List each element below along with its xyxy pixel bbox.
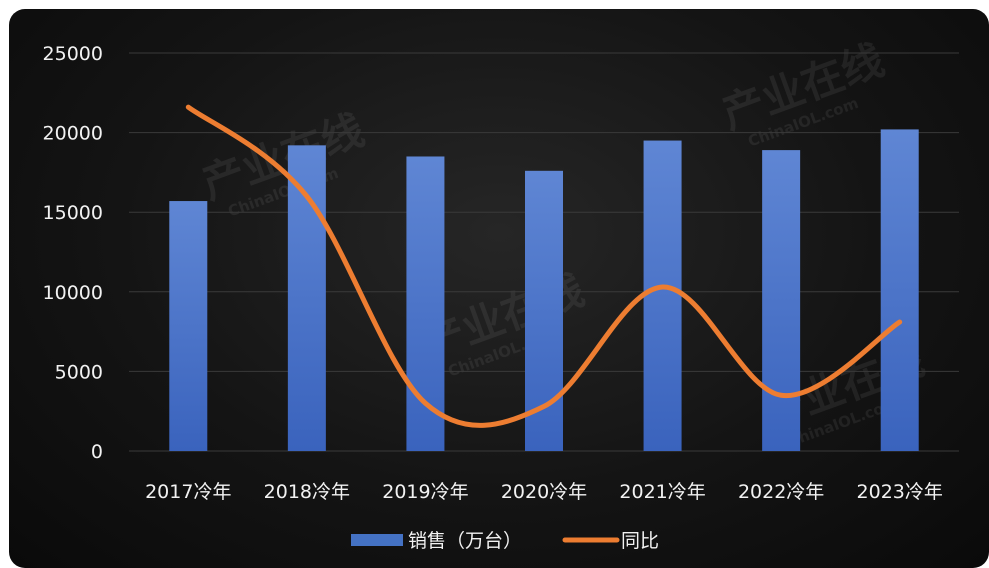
combo-chart: 产业在线ChinaIOL.com产业在线ChinaIOL.com产业在线Chin… [43,35,959,552]
y-tick-label: 25000 [43,43,103,65]
bar-2019冷年 [406,156,445,452]
y-tick-label: 10000 [43,282,103,304]
legend-label-line: 同比 [621,530,659,552]
x-tick-label: 2017冷年 [145,481,231,503]
y-tick-label: 5000 [55,361,103,383]
legend-swatch-bar [351,534,403,546]
y-tick-label: 0 [91,441,103,463]
bar-2023冷年 [880,129,919,451]
x-tick-label: 2019冷年 [382,481,468,503]
bar-2017冷年 [169,201,208,451]
x-tick-label: 2018冷年 [264,481,350,503]
y-tick-label: 15000 [43,202,103,224]
y-tick-label: 20000 [43,123,103,145]
x-axis: 2017冷年 2018冷年 2019冷年 2020冷年 2021冷年 2022冷年 2023… [145,481,943,503]
legend-label-bar: 销售（万台） [408,530,522,552]
bar-2018冷年 [287,145,326,451]
line-series [185,104,903,428]
x-tick-label: 2020冷年 [501,481,587,503]
x-tick-label: 2023冷年 [857,481,943,503]
y-axis: 0 5000 10000 15000 20000 25000 [43,43,103,463]
x-tick-label: 2021冷年 [619,481,705,503]
legend: 销售（万台） 同比 [351,530,659,552]
bar-2021冷年 [643,140,682,451]
x-tick-label: 2022冷年 [738,481,824,503]
chart-panel: 产业在线 ChinaIOL.com 产业在线 ChinaIOL.com 产业在线 Chin… [9,9,989,568]
bar-2022冷年 [762,150,801,451]
